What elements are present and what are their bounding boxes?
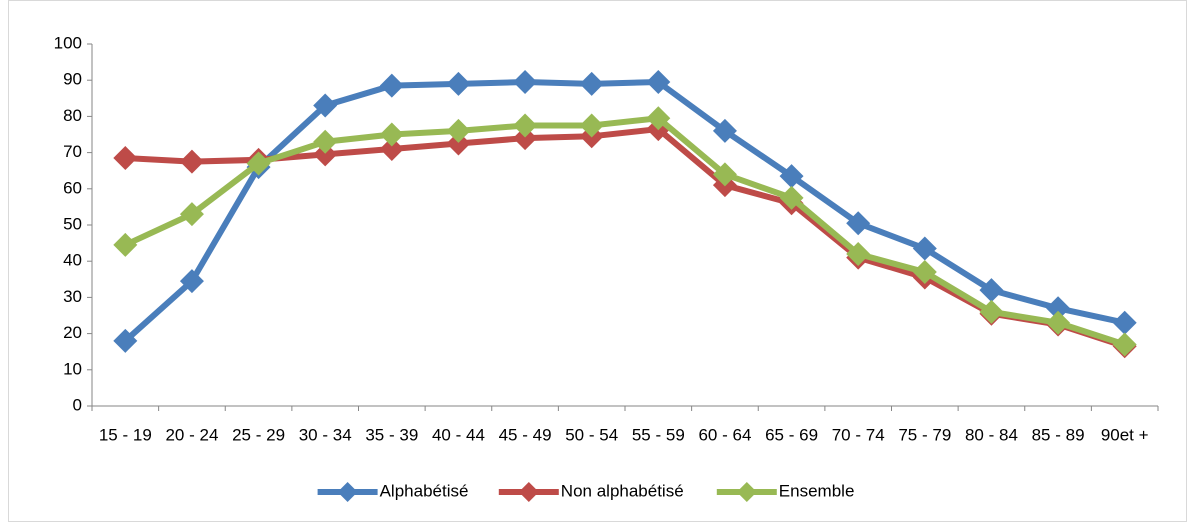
- marker: [313, 93, 338, 118]
- series-line: [123, 79, 1126, 344]
- x-tick-label: 55 - 59: [632, 425, 685, 444]
- marker: [446, 71, 471, 96]
- y-tick-label: 20: [63, 323, 82, 342]
- marker: [1112, 310, 1137, 335]
- marker: [1046, 296, 1071, 321]
- series-line: [125, 126, 1126, 350]
- x-tick-label: 35 - 39: [365, 425, 418, 444]
- marker: [246, 151, 271, 176]
- marker: [1046, 310, 1071, 335]
- x-tick-label: 15 - 19: [99, 425, 152, 444]
- marker: [113, 146, 138, 171]
- marker: [379, 73, 404, 98]
- marker: [179, 149, 204, 174]
- marker: [712, 118, 737, 143]
- marker: [513, 113, 538, 138]
- marker: [513, 70, 538, 95]
- marker: [513, 126, 538, 151]
- y-tick-label: 0: [73, 395, 82, 414]
- x-tick-label: 50 - 54: [565, 425, 618, 444]
- marker: [313, 142, 338, 167]
- x-tick-label: 65 - 69: [765, 425, 818, 444]
- marker: [113, 328, 138, 353]
- x-tick-label: 40 - 44: [432, 425, 485, 444]
- x-tick-label: 30 - 34: [299, 425, 352, 444]
- legend-label: Alphabétisé: [380, 481, 469, 500]
- x-tick-label: 80 - 84: [965, 425, 1018, 444]
- x-tick-label: 25 - 29: [232, 425, 285, 444]
- y-tick-label: 40: [63, 251, 82, 270]
- marker: [579, 113, 604, 138]
- y-tick-label: 90: [63, 70, 82, 89]
- marker: [179, 202, 204, 227]
- marker: [179, 269, 204, 294]
- y-tick-label: 50: [63, 214, 82, 233]
- marker: [846, 211, 871, 236]
- legend-marker: [337, 482, 358, 502]
- y-tick-label: 80: [63, 106, 82, 125]
- x-tick-label: 60 - 64: [698, 425, 751, 444]
- marker: [379, 136, 404, 161]
- marker: [313, 129, 338, 154]
- marker: [446, 131, 471, 156]
- marker: [579, 71, 604, 96]
- x-tick-label: 45 - 49: [499, 425, 552, 444]
- x-tick-label: 75 - 79: [898, 425, 951, 444]
- marker: [912, 236, 937, 261]
- legend-marker: [518, 482, 539, 502]
- legend-label: Ensemble: [779, 481, 855, 500]
- series-line: [124, 115, 1126, 348]
- x-tick-label: 70 - 74: [832, 425, 885, 444]
- marker: [979, 299, 1004, 324]
- marker: [779, 164, 804, 189]
- marker: [712, 162, 737, 187]
- legend-label: Non alphabétisé: [561, 481, 684, 500]
- y-tick-label: 100: [54, 33, 82, 52]
- x-tick-label: 90et +: [1101, 425, 1149, 444]
- marker: [379, 122, 404, 147]
- marker: [979, 278, 1004, 303]
- marker: [446, 118, 471, 143]
- marker: [779, 185, 804, 210]
- y-tick-label: 60: [63, 178, 82, 197]
- y-tick-label: 30: [63, 287, 82, 306]
- marker: [1112, 332, 1137, 357]
- marker: [912, 260, 937, 285]
- marker: [113, 232, 138, 257]
- y-tick-label: 70: [63, 142, 82, 161]
- x-tick-label: 20 - 24: [165, 425, 218, 444]
- x-tick-label: 85 - 89: [1032, 425, 1085, 444]
- marker: [646, 106, 671, 131]
- legend-marker: [736, 482, 757, 502]
- marker: [846, 241, 871, 266]
- marker: [646, 70, 671, 95]
- y-tick-label: 10: [63, 359, 82, 378]
